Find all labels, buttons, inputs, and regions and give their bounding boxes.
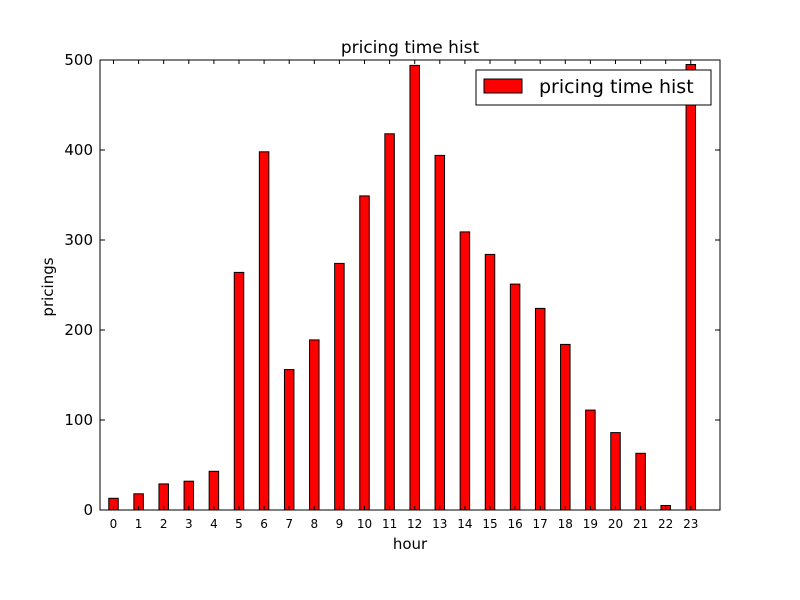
bar-hour-7 <box>283 369 295 511</box>
y-tick-label-400: 400 <box>64 141 93 159</box>
y-axis-label: pricings <box>39 257 57 316</box>
bars-layer <box>108 64 697 511</box>
bar-hour-18 <box>560 343 571 511</box>
x-tick-label-5: 5 <box>235 517 243 531</box>
bar-hour-4 <box>208 470 220 511</box>
x-tick-label-15: 15 <box>482 517 497 531</box>
bar-hour-10 <box>359 195 370 511</box>
x-tick-label-22: 22 <box>658 517 673 531</box>
ticks-layer: 0 1 2 3 4 5 6 7 8 9 10 11 12 13 14 15 16 17 18 19 20 21 22 2301… <box>64 51 720 531</box>
y-tick-label-200: 200 <box>64 321 93 339</box>
bar-hour-23 <box>685 64 697 511</box>
bar-hour-21 <box>635 452 646 511</box>
bar-hour-17 <box>534 307 546 511</box>
bar-hour-11 <box>384 133 395 511</box>
y-tick-label-0: 0 <box>83 501 93 519</box>
legend-label: pricing time hist <box>539 76 694 98</box>
bar-hour-13 <box>434 154 446 511</box>
x-tick-label-20: 20 <box>608 517 623 531</box>
x-tick-label-19: 19 <box>583 517 598 531</box>
x-tick-label-0: 0 <box>110 517 118 531</box>
x-tick-label-16: 16 <box>507 517 522 531</box>
y-tick-label-500: 500 <box>64 51 93 69</box>
x-axis-label: hour <box>393 535 428 553</box>
bar-hour-20 <box>610 432 621 511</box>
y-tick-label-300: 300 <box>64 231 93 249</box>
bar-hour-16 <box>509 283 521 511</box>
x-tick-label-3: 3 <box>185 517 193 531</box>
chart-title: pricing time hist <box>341 38 480 58</box>
x-tick-label-14: 14 <box>457 517 472 531</box>
x-tick-label-10: 10 <box>357 517 372 531</box>
x-tick-label-7: 7 <box>285 517 293 531</box>
x-tick-label-8: 8 <box>310 517 318 531</box>
x-tick-label-21: 21 <box>633 517 648 531</box>
x-tick-label-6: 6 <box>260 517 268 531</box>
bar-hour-8 <box>309 339 320 511</box>
bar-hour-6 <box>258 151 270 511</box>
x-tick-label-9: 9 <box>336 517 344 531</box>
x-tick-label-4: 4 <box>210 517 218 531</box>
bar-hour-5 <box>233 271 245 511</box>
bar-hour-15 <box>484 253 496 511</box>
legend-swatch <box>483 78 523 94</box>
x-tick-label-1: 1 <box>135 517 143 531</box>
legend: pricing time hist <box>475 69 712 106</box>
bar-hour-12 <box>409 64 420 511</box>
bar-hour-14 <box>459 231 471 511</box>
x-tick-label-18: 18 <box>558 517 573 531</box>
bar-hour-9 <box>334 262 345 511</box>
x-tick-label-17: 17 <box>533 517 548 531</box>
bar-hour-19 <box>585 409 596 511</box>
x-tick-label-2: 2 <box>160 517 168 531</box>
bar-hour-3 <box>183 480 195 511</box>
x-tick-label-23: 23 <box>683 517 698 531</box>
x-tick-label-12: 12 <box>407 517 422 531</box>
x-tick-label-11: 11 <box>382 517 397 531</box>
x-tick-label-13: 13 <box>432 517 447 531</box>
y-tick-label-100: 100 <box>64 411 93 429</box>
